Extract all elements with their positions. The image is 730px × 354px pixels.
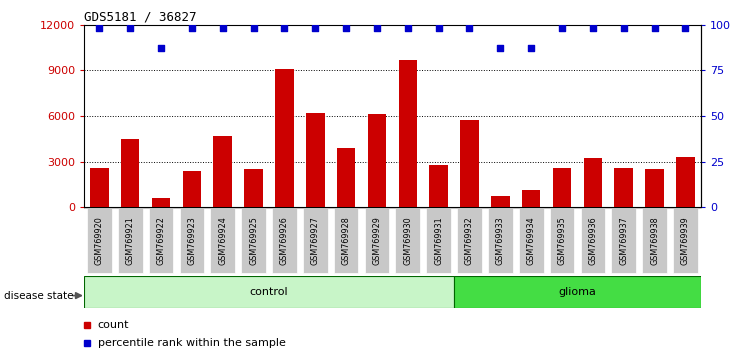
Bar bbox=[182, 171, 201, 207]
Point bbox=[279, 25, 291, 31]
Bar bbox=[615, 167, 633, 207]
Text: GSM769929: GSM769929 bbox=[372, 216, 382, 265]
Point bbox=[526, 46, 537, 51]
Text: GSM769932: GSM769932 bbox=[465, 216, 474, 265]
FancyBboxPatch shape bbox=[334, 209, 358, 273]
Text: GSM769937: GSM769937 bbox=[619, 216, 629, 265]
Text: GSM769921: GSM769921 bbox=[126, 216, 135, 265]
FancyBboxPatch shape bbox=[149, 209, 174, 273]
Bar bbox=[245, 169, 263, 207]
FancyBboxPatch shape bbox=[84, 276, 454, 308]
Text: GSM769922: GSM769922 bbox=[156, 216, 166, 265]
FancyBboxPatch shape bbox=[210, 209, 235, 273]
Point bbox=[433, 25, 445, 31]
Bar bbox=[583, 159, 602, 207]
Text: GSM769933: GSM769933 bbox=[496, 216, 505, 265]
Text: GSM769920: GSM769920 bbox=[95, 216, 104, 265]
Bar bbox=[90, 167, 109, 207]
Bar bbox=[676, 157, 695, 207]
FancyBboxPatch shape bbox=[488, 209, 512, 273]
Text: GDS5181 / 36827: GDS5181 / 36827 bbox=[84, 11, 196, 24]
Text: GSM769938: GSM769938 bbox=[650, 216, 659, 265]
FancyBboxPatch shape bbox=[118, 209, 142, 273]
Point bbox=[217, 25, 228, 31]
FancyBboxPatch shape bbox=[673, 209, 698, 273]
Point bbox=[556, 25, 568, 31]
Point bbox=[340, 25, 352, 31]
Point bbox=[155, 46, 167, 51]
Point bbox=[649, 25, 661, 31]
Text: GSM769930: GSM769930 bbox=[403, 216, 412, 265]
Text: GSM769935: GSM769935 bbox=[558, 216, 566, 265]
FancyBboxPatch shape bbox=[272, 209, 297, 273]
Text: count: count bbox=[98, 320, 129, 330]
Bar bbox=[275, 69, 293, 207]
FancyBboxPatch shape bbox=[87, 209, 112, 273]
FancyBboxPatch shape bbox=[364, 209, 389, 273]
Text: percentile rank within the sample: percentile rank within the sample bbox=[98, 338, 285, 348]
Text: GSM769923: GSM769923 bbox=[188, 216, 196, 265]
FancyBboxPatch shape bbox=[611, 209, 636, 273]
Point bbox=[618, 25, 629, 31]
Point bbox=[371, 25, 383, 31]
Bar bbox=[429, 165, 448, 207]
Point bbox=[247, 25, 259, 31]
FancyBboxPatch shape bbox=[642, 209, 667, 273]
FancyBboxPatch shape bbox=[519, 209, 544, 273]
FancyBboxPatch shape bbox=[550, 209, 575, 273]
Bar bbox=[460, 120, 479, 207]
Bar bbox=[553, 167, 572, 207]
Text: GSM769925: GSM769925 bbox=[249, 216, 258, 265]
FancyBboxPatch shape bbox=[241, 209, 266, 273]
Text: GSM769936: GSM769936 bbox=[588, 216, 597, 265]
Text: GSM769928: GSM769928 bbox=[342, 216, 350, 265]
Bar bbox=[213, 136, 232, 207]
Text: GSM769931: GSM769931 bbox=[434, 216, 443, 265]
Bar bbox=[491, 196, 510, 207]
Bar bbox=[645, 169, 664, 207]
FancyBboxPatch shape bbox=[454, 276, 701, 308]
Point bbox=[494, 46, 506, 51]
Point bbox=[310, 25, 321, 31]
Point bbox=[93, 25, 105, 31]
Text: glioma: glioma bbox=[558, 287, 596, 297]
Bar bbox=[368, 114, 386, 207]
Text: GSM769926: GSM769926 bbox=[280, 216, 289, 265]
FancyBboxPatch shape bbox=[580, 209, 605, 273]
FancyBboxPatch shape bbox=[457, 209, 482, 273]
Point bbox=[124, 25, 136, 31]
FancyBboxPatch shape bbox=[303, 209, 328, 273]
Point bbox=[587, 25, 599, 31]
Bar bbox=[152, 198, 170, 207]
Point bbox=[402, 25, 414, 31]
Point bbox=[186, 25, 198, 31]
FancyBboxPatch shape bbox=[396, 209, 420, 273]
FancyBboxPatch shape bbox=[426, 209, 451, 273]
Point bbox=[680, 25, 691, 31]
Text: GSM769939: GSM769939 bbox=[681, 216, 690, 265]
FancyBboxPatch shape bbox=[180, 209, 204, 273]
Bar bbox=[337, 148, 356, 207]
Text: GSM769927: GSM769927 bbox=[311, 216, 320, 265]
Bar bbox=[121, 139, 139, 207]
Bar bbox=[399, 60, 417, 207]
Bar bbox=[522, 190, 540, 207]
Text: disease state: disease state bbox=[4, 291, 73, 301]
Bar bbox=[306, 113, 325, 207]
Text: GSM769934: GSM769934 bbox=[526, 216, 536, 265]
Point bbox=[464, 25, 475, 31]
Text: GSM769924: GSM769924 bbox=[218, 216, 227, 265]
Text: control: control bbox=[250, 287, 288, 297]
